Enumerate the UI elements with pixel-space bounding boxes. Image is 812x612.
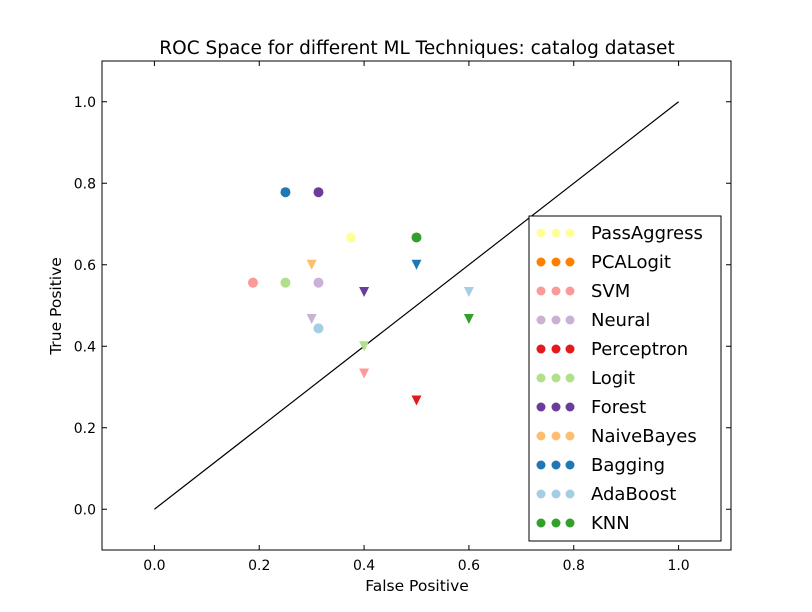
- x-tick-label: 0.6: [458, 558, 480, 574]
- legend-label-bagging: Bagging: [591, 455, 665, 476]
- legend-marker-svm: [536, 286, 546, 296]
- legend-label-neural: Neural: [591, 310, 650, 331]
- x-tick-label: 0.2: [248, 558, 270, 574]
- x-tick-label: 0.0: [143, 558, 165, 574]
- legend-box: [528, 215, 722, 542]
- legend-marker-pcalogit: [536, 257, 546, 267]
- legend-marker-perceptron: [565, 344, 575, 354]
- data-point-svm: [247, 277, 258, 288]
- legend-marker-passaggress: [536, 228, 546, 238]
- data-point-adaboost: [313, 323, 324, 334]
- legend-marker-passaggress: [565, 228, 575, 238]
- legend-label-naivebayes: NaiveBayes: [591, 426, 697, 447]
- data-point-neural: [306, 313, 317, 324]
- legend-marker-naivebayes: [565, 431, 575, 441]
- x-tick-label: 0.4: [353, 558, 375, 574]
- legend-label-adaboost: AdaBoost: [591, 484, 676, 505]
- legend-marker-logit: [551, 373, 561, 383]
- y-tick-label: 0.8: [74, 176, 96, 192]
- legend-marker-forest: [536, 402, 546, 412]
- data-point-logit: [280, 277, 291, 288]
- legend-label-svm: SVM: [591, 281, 630, 302]
- legend-marker-forest: [565, 402, 575, 412]
- legend-label-logit: Logit: [591, 368, 635, 389]
- data-point-forest: [313, 187, 324, 198]
- legend-marker-bagging: [565, 460, 575, 470]
- legend-marker-knn: [565, 518, 575, 528]
- legend-marker-adaboost: [565, 489, 575, 499]
- legend-label-passaggress: PassAggress: [591, 223, 703, 244]
- x-tick-label: 0.8: [563, 558, 585, 574]
- data-point-bagging: [411, 259, 422, 270]
- legend-marker-neural: [536, 315, 546, 325]
- x-tick-label: 1.0: [667, 558, 689, 574]
- legend-marker-adaboost: [551, 489, 561, 499]
- y-tick-label: 0.4: [74, 339, 96, 355]
- legend-marker-knn: [551, 518, 561, 528]
- legend-marker-perceptron: [536, 344, 546, 354]
- legend-marker-pcalogit: [551, 257, 561, 267]
- legend-marker-svm: [551, 286, 561, 296]
- legend-marker-naivebayes: [551, 431, 561, 441]
- data-point-adaboost: [463, 287, 474, 298]
- legend-marker-neural: [565, 315, 575, 325]
- legend-marker-svm: [565, 286, 575, 296]
- legend-marker-passaggress: [551, 228, 561, 238]
- y-tick-label: 0.0: [74, 502, 96, 518]
- y-tick-label: 1.0: [74, 95, 96, 111]
- y-axis-label: True Positive: [47, 257, 65, 356]
- legend-marker-forest: [551, 402, 561, 412]
- legend-label-perceptron: Perceptron: [591, 339, 688, 360]
- data-point-perceptron: [411, 395, 422, 406]
- data-point-knn: [411, 232, 422, 243]
- data-point-naivebayes: [306, 259, 317, 270]
- data-point-neural: [313, 277, 324, 288]
- diagonal-layer: [154, 101, 679, 510]
- data-point-bagging: [280, 187, 291, 198]
- legend-marker-logit: [565, 373, 575, 383]
- data-point-logit: [359, 341, 370, 352]
- y-tick-label: 0.6: [74, 258, 96, 274]
- legend-marker-knn: [536, 518, 546, 528]
- chart-title: ROC Space for different ML Techniques: c…: [159, 38, 674, 59]
- legend-marker-pcalogit: [565, 257, 575, 267]
- legend-marker-adaboost: [536, 489, 546, 499]
- y-tick-label: 0.2: [74, 421, 96, 437]
- legend-label-forest: Forest: [591, 397, 646, 418]
- data-point-svm: [359, 368, 370, 379]
- legend-marker-bagging: [536, 460, 546, 470]
- legend-marker-perceptron: [551, 344, 561, 354]
- legend-marker-bagging: [551, 460, 561, 470]
- legend-label-knn: KNN: [591, 513, 630, 534]
- data-point-passaggress: [345, 232, 356, 243]
- points-layer: [247, 187, 474, 406]
- legend-marker-logit: [536, 373, 546, 383]
- plot-frame: [101, 60, 732, 551]
- legend-label-pcalogit: PCALogit: [591, 252, 671, 273]
- legend-marker-naivebayes: [536, 431, 546, 441]
- x-axis-label: False Positive: [365, 577, 469, 595]
- diagonal-line: [154, 101, 679, 510]
- legend-marker-neural: [551, 315, 561, 325]
- ticks-layer: 0.0 0.2 0.4 0.6 0.8 1.0 0.0 0.2 0.4 0.6 0.8 1.0: [74, 61, 731, 574]
- data-point-knn: [463, 313, 474, 324]
- data-point-forest: [359, 287, 370, 298]
- legend: PassAggress PCALogit SVM Neural Perceptron Lo…: [528, 215, 722, 542]
